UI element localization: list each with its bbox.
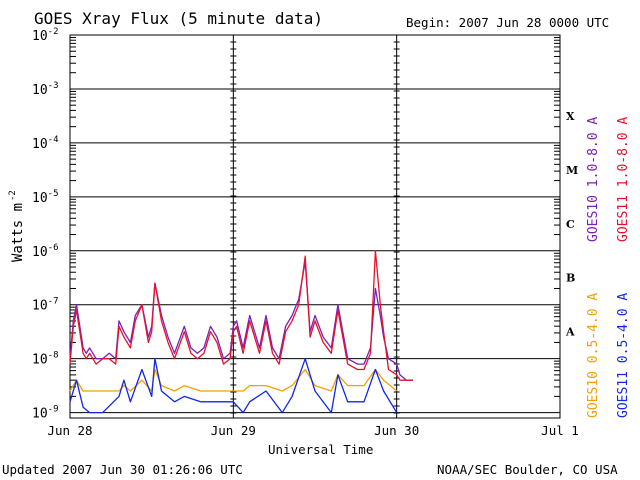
y-tick-label: 10-3 (32, 81, 59, 98)
grid-lines (70, 34, 560, 418)
y-tick-label: 10-7 (32, 297, 59, 314)
flare-class-label: C (566, 218, 575, 231)
y-axis: 10-2 10-3 10-4 10-5 10-6 10-7 10-8 10-9 (32, 27, 560, 422)
series-lines (69, 250, 413, 414)
y-label-text: Watts m (10, 203, 26, 262)
flare-class-label: B (566, 272, 575, 285)
flare-class-labels: X M C B A (565, 110, 578, 339)
series-line (69, 358, 398, 414)
series-line (69, 250, 413, 381)
x-axis-label: Universal Time (268, 442, 373, 457)
legend: GOES10 1.0-8.0 A GOES11 1.0-8.0 A GOES10 0… (586, 117, 631, 418)
legend-entry: GOES11 1.0-8.0 A (616, 117, 631, 242)
x-tick-label: Jun 30 (374, 423, 419, 438)
x-axis: Jun 28 Jun 29 Jun 30 Jul 1 (47, 423, 578, 438)
legend-entry: GOES11 0.5-4.0 A (616, 293, 631, 418)
x-tick-label: Jun 29 (211, 423, 256, 438)
legend-entry: GOES10 1.0-8.0 A (586, 117, 601, 242)
flare-class-label: A (565, 326, 575, 339)
y-tick-label: 10-6 (32, 243, 59, 260)
x-tick-label: Jun 28 (47, 423, 92, 438)
legend-entry: GOES10 0.5-4.0 A (586, 293, 601, 418)
y-tick-label: 10-8 (32, 351, 59, 368)
x-tick-label: Jul 1 (541, 423, 579, 438)
updated-label: Updated 2007 Jun 30 01:26:06 UTC (2, 462, 243, 477)
plot-frame (69, 34, 561, 419)
y-tick-label: 10-4 (32, 135, 59, 152)
flare-class-label: M (566, 164, 578, 177)
series-line (69, 260, 413, 381)
y-axis-label: Watts m -2 (8, 190, 26, 262)
y-tick-label: 10-9 (32, 405, 59, 422)
y-label-exp: -2 (8, 190, 18, 201)
chart-title: GOES Xray Flux (5 minute data) (34, 9, 323, 28)
flare-class-label: X (566, 110, 575, 123)
begin-label: Begin: 2007 Jun 28 0000 UTC (406, 15, 609, 30)
y-tick-label: 10-5 (32, 189, 59, 206)
y-tick-label: 10-2 (32, 27, 59, 44)
credit-label: NOAA/SEC Boulder, CO USA (437, 462, 618, 477)
svg-text:Watts m-2: Watts m -2 (8, 190, 26, 262)
